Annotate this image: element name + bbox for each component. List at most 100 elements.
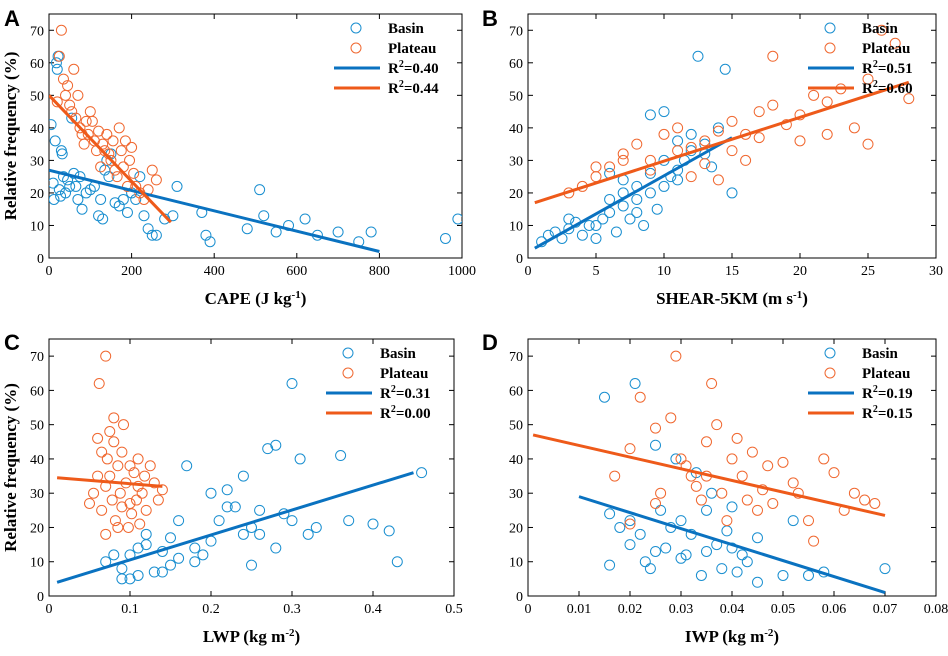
basin-point: [675, 515, 687, 527]
plateau-point: [699, 135, 711, 147]
basin-point: [205, 487, 217, 499]
basin-point: [787, 515, 799, 527]
x-tick-label: 15: [725, 264, 739, 279]
plateau-point: [753, 132, 765, 144]
basin-point: [685, 128, 697, 140]
plateau-point: [115, 145, 127, 157]
basin-point: [644, 187, 656, 199]
plateau-point: [93, 378, 105, 390]
basin-point: [365, 226, 377, 238]
plateau-point: [124, 497, 136, 509]
series-plateau: [563, 24, 915, 199]
plateau-point: [828, 467, 840, 479]
plateau-point: [107, 135, 119, 147]
y-axis-label: Relative frequency (%): [1, 52, 20, 221]
plateau-point: [604, 161, 616, 173]
plateau-point: [51, 96, 63, 108]
x-tick-label: 0: [525, 264, 532, 279]
plateau-point: [128, 167, 140, 179]
legend-label-plateau: Plateau: [388, 41, 436, 57]
basin-point: [719, 63, 731, 75]
legend-r2-basin: R2=0.19: [862, 384, 913, 402]
x-tick-label: 30: [929, 264, 943, 279]
x-tick-label: 400: [204, 264, 225, 279]
plateau-point: [122, 521, 134, 533]
legend-marker-basin: [824, 347, 836, 359]
plateau-point: [624, 443, 636, 455]
plateau-point: [767, 497, 779, 509]
basin-point: [229, 501, 241, 513]
x-tick-label: 0: [525, 602, 532, 617]
y-tick-label: 30: [30, 154, 44, 169]
basin-point: [650, 439, 661, 451]
legend-r2-symbol: R: [388, 81, 399, 97]
plateau-point: [624, 518, 636, 530]
plateau-point: [617, 148, 629, 160]
basin-fit-line: [49, 168, 380, 253]
basin-point: [670, 453, 682, 465]
y-tick-label: 0: [37, 252, 44, 267]
basin-point: [57, 171, 69, 183]
basin-point: [658, 106, 670, 118]
basin-point: [439, 232, 451, 244]
basin-point: [117, 193, 129, 205]
plateau-point: [701, 436, 712, 448]
x-tick-label: 25: [861, 264, 875, 279]
y-tick-label: 50: [509, 419, 523, 434]
x-axis-label: SHEAR-5KM (m s-1): [656, 289, 808, 308]
scatter-layer: [49, 24, 462, 253]
x-tick-label: 0.05: [771, 602, 796, 617]
y-tick-label: 70: [30, 350, 44, 365]
plateau-point: [767, 99, 779, 111]
plateau-fit-line: [49, 94, 172, 224]
scatter-layer: [534, 24, 915, 250]
basin-point: [205, 535, 217, 547]
plateau-fit-line: [534, 80, 910, 205]
plateau-point: [590, 171, 602, 183]
plateau-point: [132, 453, 144, 465]
plateau-point: [112, 460, 124, 472]
basin-point: [49, 193, 60, 205]
x-tick-label: 0.01: [567, 602, 592, 617]
legend-r2-symbol: R: [862, 406, 873, 422]
basin-point: [121, 206, 133, 218]
basin-point: [50, 57, 62, 69]
basin-point: [286, 378, 298, 390]
panel-letter: A: [4, 6, 20, 31]
basin-point: [706, 487, 718, 499]
basin-point: [879, 563, 891, 575]
plateau-point: [119, 135, 131, 147]
plateau-point: [148, 477, 160, 489]
plateau-point: [859, 494, 871, 506]
plateau-point: [84, 106, 96, 118]
legend-r2-value: =0.51: [878, 61, 913, 77]
plateau-point: [741, 494, 753, 506]
plateau-point: [650, 497, 661, 509]
x-tick-label: 600: [286, 264, 307, 279]
y-tick-label: 40: [509, 122, 523, 137]
plateau-point: [80, 115, 92, 127]
legend-r2-exponent: 2: [873, 59, 878, 70]
basin-point: [165, 559, 176, 571]
legend-r2-value: =0.40: [404, 61, 439, 77]
x-axis-label-exponent: -1: [793, 289, 802, 301]
legend-r2-basin: R2=0.40: [388, 59, 439, 77]
basin-point: [726, 187, 738, 199]
plateau-point: [144, 460, 156, 472]
legend-marker-basin: [824, 22, 836, 34]
basin-point: [204, 236, 216, 248]
legend-r2-plateau: R2=0.60: [862, 79, 913, 97]
plateau-point: [53, 50, 65, 62]
plateau-point: [794, 135, 806, 147]
axes-box: [48, 338, 455, 597]
basin-point: [726, 542, 738, 554]
plateau-point: [152, 494, 164, 506]
y-tick-label: 0: [37, 590, 44, 605]
x-axis-label-end: ): [295, 627, 301, 646]
x-tick-label: 0.4: [364, 602, 382, 617]
y-tick-label: 60: [30, 384, 44, 399]
basin-point: [49, 177, 59, 189]
plateau-point: [848, 487, 860, 499]
basin-point: [383, 525, 395, 537]
plateau-point: [848, 122, 860, 134]
